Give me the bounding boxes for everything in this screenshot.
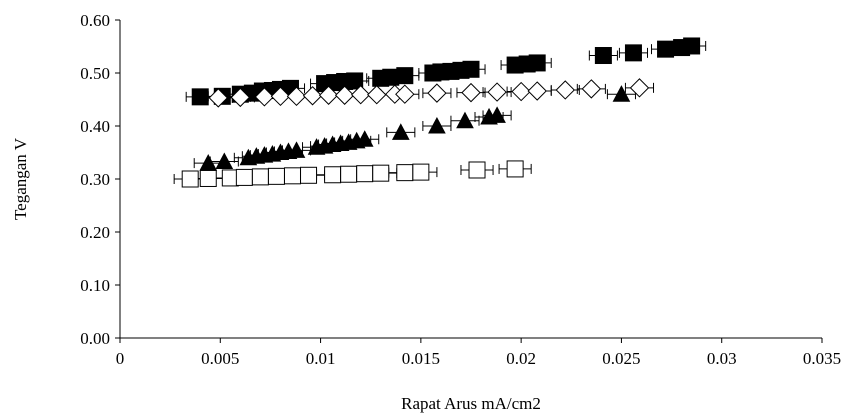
x-tick-label: 0.025 xyxy=(602,349,640,368)
data-point xyxy=(462,60,480,78)
data-point xyxy=(318,85,339,105)
x-tick-label: 0.02 xyxy=(506,349,536,368)
data-point xyxy=(324,166,342,184)
data-point xyxy=(391,123,410,140)
data-point xyxy=(629,78,650,98)
data-point xyxy=(251,168,269,186)
y-tick-label: 0.40 xyxy=(80,117,110,136)
x-tick-label: 0.015 xyxy=(402,349,440,368)
y-tick-label: 0.60 xyxy=(80,11,110,30)
data-point xyxy=(395,84,415,104)
x-tick-label: 0.03 xyxy=(707,349,737,368)
data-point xyxy=(235,168,253,186)
data-point xyxy=(346,72,364,90)
data-point xyxy=(487,82,507,102)
ticks: 0.00 0.10 0.20 0.30 0.40 0.50 0.60 0 0.005 0.01 0.… xyxy=(80,11,841,368)
y-axis-title: Tegangan V xyxy=(11,137,30,220)
data-point xyxy=(283,167,301,185)
data-point xyxy=(612,85,631,102)
data-point xyxy=(461,82,481,103)
data-point xyxy=(367,85,387,105)
data-point xyxy=(267,167,285,185)
x-tick-label: 0.005 xyxy=(201,349,239,368)
data-point xyxy=(287,141,306,158)
data-point xyxy=(427,83,447,103)
data-point xyxy=(350,85,371,105)
data-point xyxy=(683,37,701,55)
data-point xyxy=(428,116,446,134)
data-point xyxy=(270,86,291,107)
y-tick-label: 0.30 xyxy=(80,170,110,189)
data-point xyxy=(356,165,374,183)
y-tick-label: 0.20 xyxy=(80,223,110,242)
data-point xyxy=(488,106,506,123)
data-point xyxy=(199,169,217,187)
data-point xyxy=(230,87,251,108)
data-point xyxy=(468,161,486,179)
data-point xyxy=(334,85,355,105)
x-tick-label: 0.035 xyxy=(803,349,841,368)
y-tick-label: 0.10 xyxy=(80,276,110,295)
x-tick-label: 0 xyxy=(116,349,125,368)
data-point xyxy=(372,164,390,182)
data-point xyxy=(506,160,524,178)
data-point xyxy=(300,166,318,184)
data-point xyxy=(528,54,546,72)
y-tick-label: 0.50 xyxy=(80,64,110,83)
data-point xyxy=(396,164,414,182)
data-point xyxy=(456,111,474,129)
data-point xyxy=(254,87,275,107)
data-point xyxy=(355,130,374,147)
y-tick-label: 0.00 xyxy=(80,329,110,348)
x-axis-title: Rapat Arus mA/cm2 xyxy=(401,394,541,413)
x-tick-label: 0.01 xyxy=(306,349,336,368)
data-markers xyxy=(181,37,701,188)
data-point xyxy=(594,47,612,65)
data-point xyxy=(191,88,209,106)
data-point xyxy=(412,163,430,181)
data-point xyxy=(511,81,531,102)
data-point xyxy=(181,170,199,188)
data-point xyxy=(302,86,323,106)
data-point xyxy=(286,86,307,107)
data-point xyxy=(527,81,547,101)
data-point xyxy=(340,165,358,183)
data-point xyxy=(657,40,675,58)
data-point xyxy=(208,88,228,108)
data-point xyxy=(581,79,602,99)
data-point xyxy=(396,67,414,85)
data-point xyxy=(215,152,234,170)
data-point xyxy=(624,44,642,62)
data-point xyxy=(555,80,575,100)
